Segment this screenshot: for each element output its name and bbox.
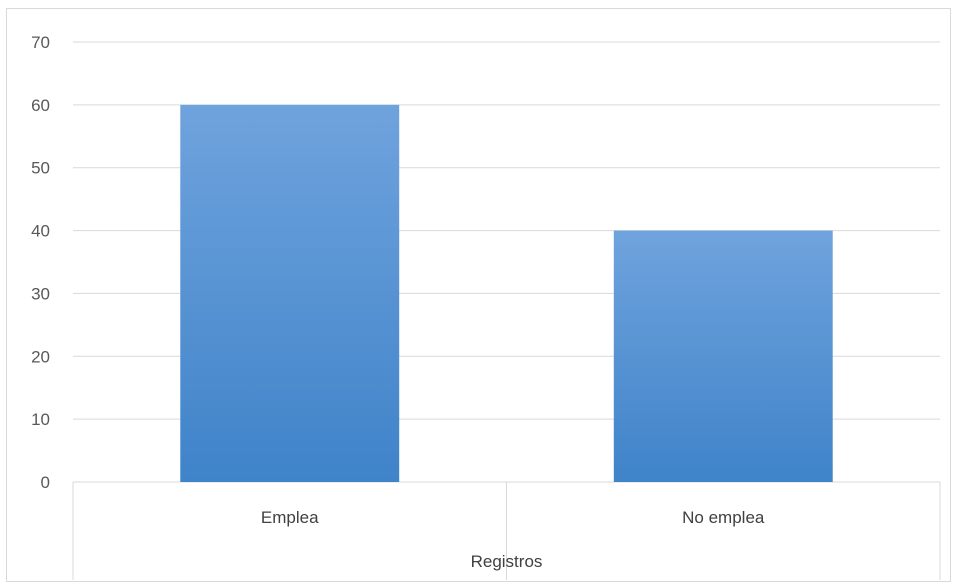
- y-tick-label: 30: [31, 284, 50, 303]
- x-axis-category-labels: Emplea No emplea: [261, 508, 765, 527]
- bar-emplea: [180, 104, 400, 482]
- y-tick-label: 0: [41, 473, 50, 492]
- y-tick-label: 20: [31, 347, 50, 366]
- y-tick-label: 10: [31, 410, 50, 429]
- x-category-label: Emplea: [261, 508, 319, 527]
- y-tick-label: 70: [31, 33, 50, 52]
- category-axis-frame: [72, 482, 941, 580]
- bars: [180, 104, 833, 482]
- x-axis-title: Registros: [471, 552, 543, 571]
- x-category-label: No emplea: [682, 508, 765, 527]
- bar-no-emplea: [613, 230, 833, 482]
- y-tick-label: 60: [31, 96, 50, 115]
- y-tick-label: 50: [31, 159, 50, 178]
- y-axis-tick-labels: 0 10 20 30 40 50 60 70: [31, 33, 50, 492]
- y-tick-label: 40: [31, 222, 50, 241]
